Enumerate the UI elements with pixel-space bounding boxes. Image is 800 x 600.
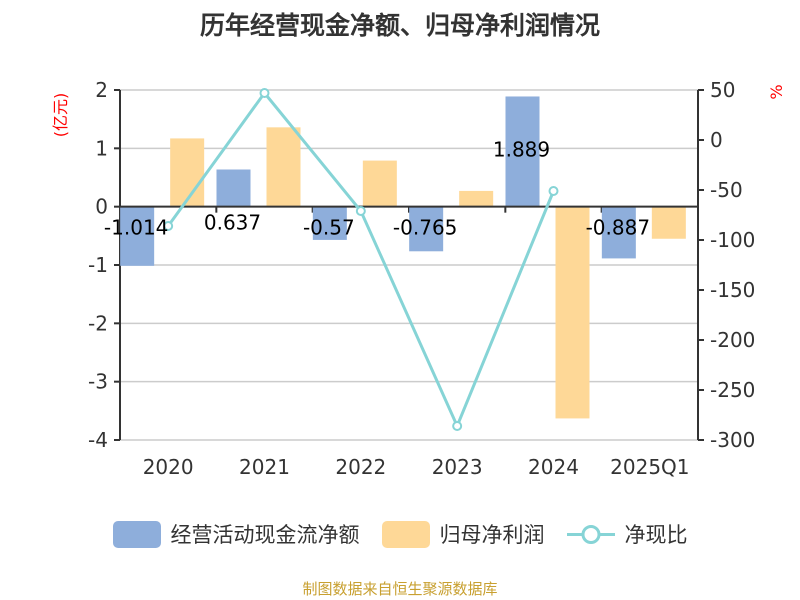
footer-source: 制图数据来自恒生聚源数据库 — [302, 580, 498, 598]
y-axis-label: (亿元) — [51, 93, 70, 138]
bar-cashflow — [312, 206, 347, 240]
bar-cashflow — [120, 206, 155, 266]
data-label: -0.887 — [586, 216, 650, 240]
y-tick-label: -4 — [88, 428, 108, 452]
data-label: -1.014 — [104, 216, 168, 240]
legend: 经营活动现金流净额 归母净利润 净现比 — [0, 519, 800, 549]
y-tick-label: -1 — [88, 253, 108, 277]
legend-swatch — [112, 520, 161, 548]
legend-line-icon — [566, 524, 615, 544]
line-point — [548, 186, 559, 196]
bar-netprofit — [459, 190, 494, 207]
legend-label: 净现比 — [624, 523, 688, 547]
line-point — [163, 221, 174, 231]
legend-label: 经营活动现金流净额 — [170, 523, 360, 547]
line-point — [452, 421, 463, 431]
bar-cashflow — [409, 206, 444, 252]
line-point — [259, 88, 270, 98]
y-tick-label: -3 — [88, 370, 108, 394]
y2-tick-label: -300 — [710, 428, 755, 452]
line-point — [355, 206, 366, 216]
y2-axis-label: % — [767, 84, 786, 99]
y2-tick-label: -150 — [710, 278, 755, 302]
bar-netprofit — [555, 206, 590, 419]
bar-netprofit — [266, 127, 301, 207]
bar-netprofit — [170, 138, 205, 207]
x-tick-label: 2020 — [143, 455, 194, 479]
legend-swatch — [381, 520, 430, 548]
y2-tick-label: -250 — [710, 378, 755, 402]
bar-cashflow — [505, 96, 540, 207]
x-tick-label: 2024 — [528, 455, 579, 479]
bar-netprofit — [362, 160, 397, 207]
legend-item-ratio[interactable]: 净现比 — [566, 519, 688, 549]
x-tick-label: 2021 — [239, 455, 290, 479]
y-tick-label: 1 — [95, 136, 108, 160]
y-tick-label: -2 — [88, 311, 108, 335]
legend-item-cashflow[interactable]: 经营活动现金流净额 — [112, 519, 360, 549]
y2-tick-label: -200 — [710, 328, 755, 352]
x-tick-label: 2022 — [335, 455, 386, 479]
y2-tick-label: -50 — [710, 178, 743, 202]
chart-title: 历年经营现金净额、归母净利润情况 — [199, 11, 600, 40]
data-label: -0.765 — [393, 216, 457, 240]
data-label: -0.57 — [303, 216, 355, 240]
x-tick-label: 2025Q1 — [610, 455, 689, 479]
x-tick-label: 2023 — [432, 455, 483, 479]
y2-tick-label: -100 — [710, 228, 755, 252]
bar-cashflow — [601, 206, 636, 259]
bar-netprofit — [651, 206, 686, 239]
data-label: 1.889 — [493, 137, 550, 161]
y-tick-label: 0 — [95, 195, 108, 219]
data-label: 0.637 — [204, 211, 261, 235]
y-tick-label: 2 — [95, 78, 108, 102]
bar-cashflow — [216, 169, 251, 207]
y2-tick-label: 50 — [710, 78, 735, 102]
legend-label: 归母净利润 — [439, 523, 545, 547]
legend-item-netprofit[interactable]: 归母净利润 — [381, 519, 545, 549]
y2-tick-label: 0 — [710, 128, 723, 152]
